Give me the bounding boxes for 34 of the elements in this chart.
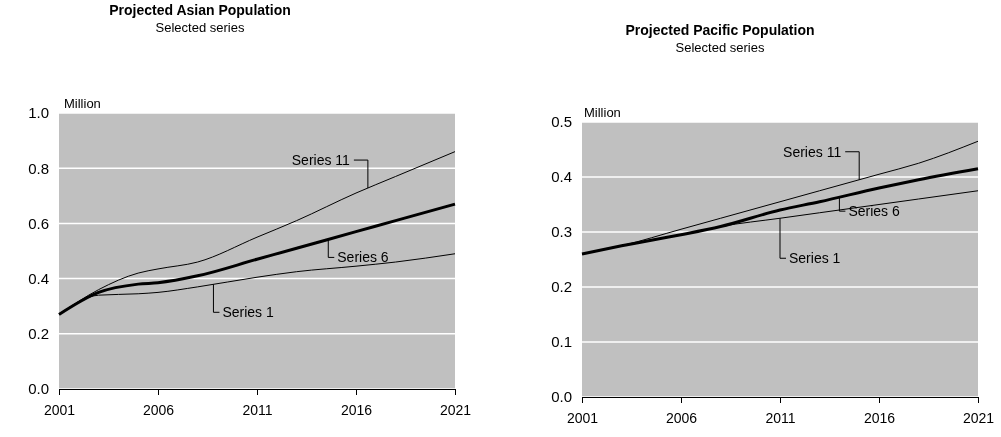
chart-subtitle: Selected series: [155, 20, 245, 35]
y-tick-label: 0.0: [551, 388, 572, 406]
y-tick-label: 0.5: [551, 113, 572, 131]
legend-label: Series 6: [848, 203, 900, 220]
y-axis-title: Million: [584, 105, 621, 120]
x-tick-label: 2006: [665, 409, 698, 426]
x-tick-label: 2011: [242, 401, 273, 418]
chart-subtitle: Selected series: [675, 40, 765, 55]
y-tick-label: 0.4: [551, 168, 572, 186]
x-tick-label: 2016: [340, 401, 373, 418]
chart-title: Projected Pacific Population: [625, 22, 815, 38]
x-tick-label: 2021: [439, 401, 472, 418]
y-axis-title: Million: [64, 96, 101, 111]
y-tick-label: 0.8: [28, 159, 49, 177]
y-tick-label: 0.0: [28, 380, 49, 398]
y-tick-label: 0.3: [551, 223, 572, 241]
text: Series 1: [789, 250, 841, 267]
series-label: Series 11: [783, 143, 842, 160]
series-label: Series 1: [222, 304, 275, 321]
y-tick-label: 0.6: [28, 214, 49, 232]
x-tick-label: 2006: [142, 401, 175, 418]
x-tick-label: 2011: [765, 409, 796, 426]
y-tick-label: 0.4: [28, 269, 49, 287]
y-tick-label: 0.2: [28, 325, 49, 343]
series-label: Series 11: [291, 151, 351, 168]
y-tick-label: 0.1: [551, 333, 572, 351]
x-tick-label: 2001: [43, 401, 76, 418]
y-tick-label: 1.0: [28, 104, 49, 122]
y-tick-label: 0.2: [551, 278, 572, 296]
legend-label: Series 6: [337, 249, 389, 266]
x-tick-label: 2016: [863, 409, 896, 426]
x-tick-label: 2001: [566, 409, 599, 426]
chart-title: Projected Asian Population: [109, 2, 291, 18]
x-tick-label: 2021: [962, 409, 995, 426]
